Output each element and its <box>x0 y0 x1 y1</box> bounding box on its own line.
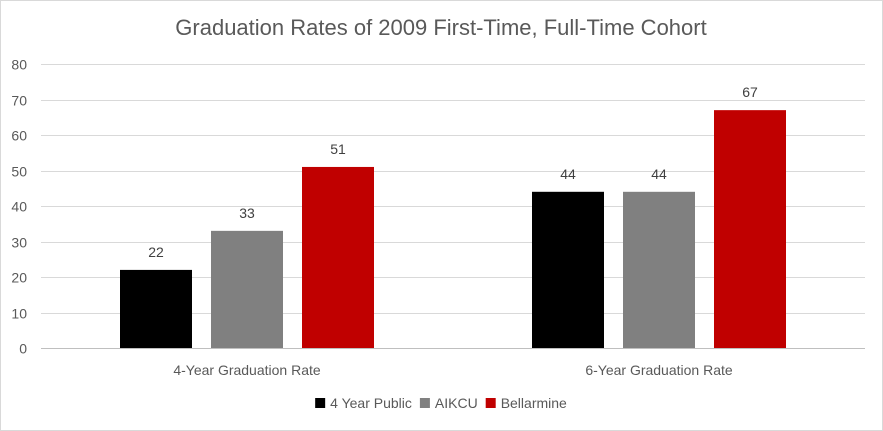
legend-label: AIKCU <box>435 395 478 411</box>
y-tick-label: 0 <box>19 341 27 357</box>
data-label: 67 <box>742 84 758 100</box>
legend-label: Bellarmine <box>501 395 567 411</box>
x-category-label: 6-Year Graduation Rate <box>585 362 733 378</box>
data-label: 44 <box>651 166 667 182</box>
legend-swatch <box>485 398 496 408</box>
bar <box>211 230 283 348</box>
legend: 4 Year Public AIKCU Bellarmine <box>315 395 567 411</box>
bar <box>120 269 192 348</box>
y-axis-tick-labels: 0 10 20 30 40 50 60 70 80 <box>11 57 27 357</box>
bar <box>532 191 604 348</box>
y-tick-label: 60 <box>11 128 27 144</box>
y-tick-label: 80 <box>11 57 27 73</box>
bar <box>623 191 695 348</box>
data-label: 51 <box>330 141 346 157</box>
y-tick-label: 30 <box>11 235 27 251</box>
data-label: 22 <box>148 244 164 260</box>
bar <box>714 110 786 349</box>
y-tick-label: 20 <box>11 270 27 286</box>
data-label: 33 <box>239 205 255 221</box>
y-tick-label: 70 <box>11 93 27 109</box>
x-category-label: 4-Year Graduation Rate <box>173 362 321 378</box>
x-axis-category-labels: 4-Year Graduation Rate 6-Year Graduation … <box>173 362 733 378</box>
bars <box>120 110 786 349</box>
y-tick-label: 10 <box>11 306 27 322</box>
bar <box>302 166 374 348</box>
legend-label: 4 Year Public <box>330 395 412 411</box>
y-tick-label: 50 <box>11 164 27 180</box>
data-label: 44 <box>560 166 576 182</box>
y-tick-label: 40 <box>11 199 27 215</box>
chart-title: Graduation Rates of 2009 First-Time, Ful… <box>175 15 706 40</box>
legend-swatch <box>419 398 430 408</box>
data-labels: 22 33 51 44 44 67 <box>148 84 758 260</box>
legend-swatch <box>315 398 326 408</box>
